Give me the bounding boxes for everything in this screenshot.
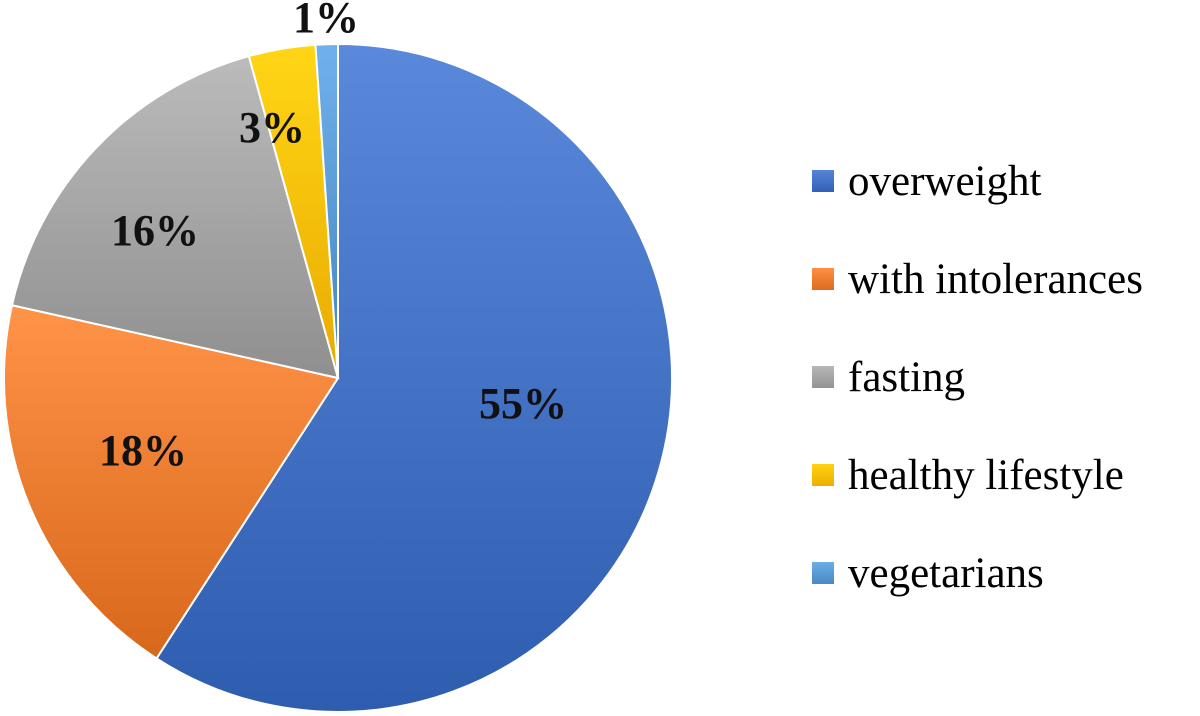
data-label-overweight: 55% (479, 379, 567, 428)
pie-slice-vegetarians (314, 42, 339, 379)
legend-item-overweight: overweight (812, 132, 1200, 230)
pie-slice-fasting (10, 54, 340, 380)
pie-slice-overweight (155, 42, 673, 713)
legend-item-with-intolerances: with intolerances (812, 230, 1200, 328)
legend-swatch-healthy-lifestyle (812, 464, 834, 486)
legend-label-vegetarians: vegetarians (848, 549, 1044, 597)
pie-data-labels: 55% 18% 16% 3% 1% (99, 0, 567, 475)
legend-label-fasting: fasting (848, 353, 966, 401)
data-label-with-intolerances: 18% (99, 426, 187, 475)
legend-swatch-vegetarians (812, 562, 834, 584)
data-label-healthy-lifestyle: 3% (239, 103, 305, 152)
legend-item-fasting: fasting (812, 328, 1200, 426)
legend-swatch-overweight (812, 170, 834, 192)
legend-label-healthy-lifestyle: healthy lifestyle (848, 451, 1124, 499)
legend-label-with-intolerances: with intolerances (848, 255, 1143, 303)
data-label-vegetarians: 1% (293, 0, 359, 42)
legend-item-healthy-lifestyle: healthy lifestyle (812, 426, 1200, 524)
legend: overweight with intolerances fasting hea… (812, 132, 1200, 622)
legend-swatch-fasting (812, 366, 834, 388)
pie-plot-area: 55% 18% 16% 3% 1% (3, 0, 673, 713)
legend-item-vegetarians: vegetarians (812, 524, 1200, 622)
pie-slices (3, 42, 673, 713)
pie-slice-with-intolerances (3, 304, 340, 660)
data-label-fasting: 16% (111, 206, 199, 255)
legend-label-overweight: overweight (848, 157, 1042, 205)
legend-swatch-with-intolerances (812, 268, 834, 290)
